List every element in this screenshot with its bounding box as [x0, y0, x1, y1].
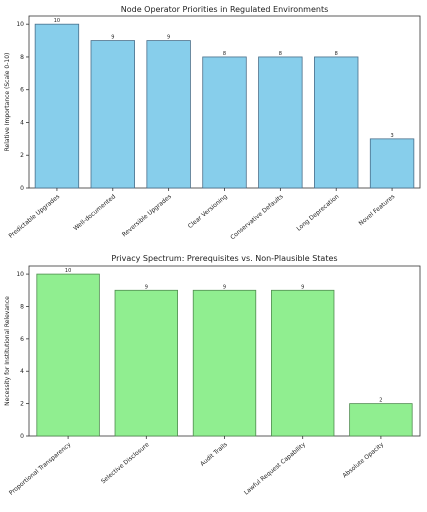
chart-1-data-label: 9: [145, 284, 148, 290]
chart-0-xtick-label: Well-documented: [72, 193, 117, 232]
chart-1-ytick-label: 10: [16, 271, 24, 278]
chart-1-bar: [36, 273, 100, 437]
chart-1-ytick-label: 6: [20, 336, 24, 343]
chart-1-xtick-label: Lawful Request Capability: [243, 441, 307, 497]
chart-0-xtick-label: Novel Features: [358, 193, 397, 227]
chart-0-ylabel: Relative Importance (Scale 0-10): [4, 53, 11, 152]
chart-0-data-label: 9: [167, 35, 170, 41]
chart-0-ytick-label: 6: [20, 87, 24, 94]
chart-0-ytick-label: 10: [16, 21, 24, 28]
chart-1-bar: [192, 289, 257, 437]
chart-0-bar: [314, 56, 359, 189]
chart-1-ytick-label: 8: [20, 303, 24, 310]
chart-0-ytick-label: 4: [20, 119, 24, 126]
chart-0-ytick-label: 0: [20, 185, 24, 192]
chart-0-xtick-label: Clear Versioning: [187, 193, 229, 230]
chart-0-title: Node Operator Priorities in Regulated En…: [121, 5, 329, 14]
chart-1-xtick-label: Proportional Transparency: [8, 441, 73, 497]
chart-1-xtick-label: Absolute Opacity: [341, 441, 385, 480]
chart-0-ytick-label: 8: [20, 54, 24, 61]
chart-1-bar: [271, 289, 335, 437]
chart-0-data-label: 10: [54, 18, 60, 24]
chart-0-bar: [34, 23, 80, 189]
chart-0-data-label: 8: [223, 51, 226, 57]
chart-1-xtick-label: Audit Trails: [199, 441, 229, 468]
chart-1-data-label: 9: [301, 284, 304, 290]
chart-1-data-label: 2: [379, 398, 382, 404]
chart-1-ylabel: Necessity for Institutional Relevance: [4, 296, 11, 406]
chart-1-ytick-label: 2: [20, 401, 24, 408]
chart-0-xtick-label: Long Deprecation: [295, 193, 340, 233]
chart-0-bar: [258, 56, 303, 189]
chart-1-ytick-label: 0: [20, 433, 24, 440]
chart-0-data-label: 9: [111, 35, 114, 41]
chart-0-bar: [146, 40, 191, 189]
chart-0-bar: [369, 138, 415, 189]
chart-0-xtick-label: Predictable Upgrades: [8, 193, 62, 240]
chart-0-bar: [90, 40, 135, 189]
chart-1-title: Privacy Spectrum: Prerequisites vs. Non-…: [111, 254, 337, 263]
chart-0-data-label: 8: [335, 51, 338, 57]
chart-0-xtick-label: Conservative Defaults: [229, 193, 284, 241]
chart-0-xtick-label: Reversible Upgrades: [121, 193, 173, 238]
chart-1-data-label: 9: [223, 284, 226, 290]
chart-0-bar: [202, 56, 247, 189]
chart-0-ytick-label: 2: [20, 152, 24, 159]
chart-1-xtick-label: Selective Disclosure: [100, 441, 151, 485]
chart-1-ytick-label: 4: [20, 368, 24, 375]
chart-0-data-label: 8: [279, 51, 282, 57]
chart-1-bar: [349, 403, 413, 437]
chart-1-data-label: 10: [65, 268, 71, 274]
chart-1-bar: [114, 289, 178, 437]
chart-0-data-label: 3: [390, 133, 393, 139]
